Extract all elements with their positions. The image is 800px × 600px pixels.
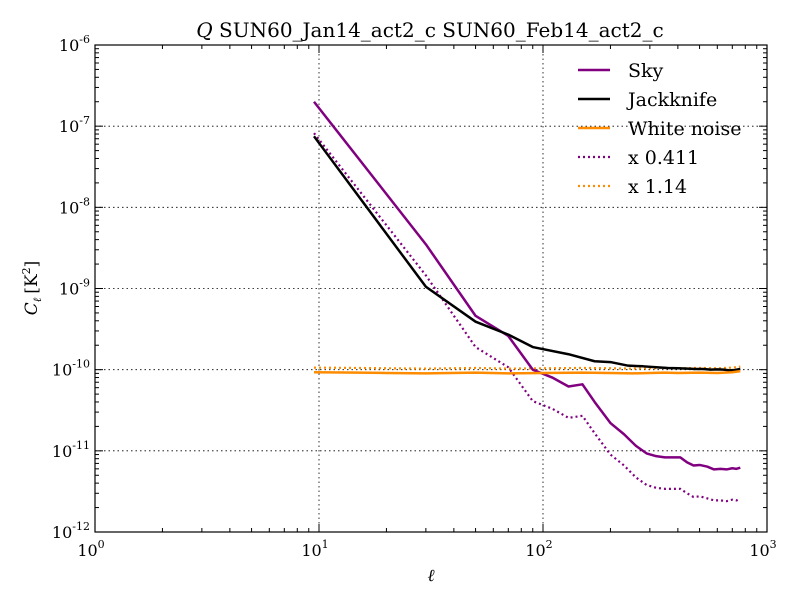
y-tick-label: 10-12 [52, 520, 90, 542]
y-axis-label: Cℓ[K2] [20, 261, 44, 316]
series-line-x-0-411 [313, 132, 741, 503]
legend-label: Jackknife [626, 89, 717, 111]
y-tick-label: 10-6 [59, 33, 90, 55]
x-tick-label: 100 [77, 538, 104, 560]
grid [95, 45, 767, 532]
x-tick-labels: 100 101 102 103 [77, 538, 776, 560]
series-layer [313, 100, 741, 503]
x-axis-label: ℓ [427, 566, 434, 586]
legend-label: Sky [628, 60, 664, 82]
x-tick-label: 101 [301, 538, 328, 560]
series-line-jackknife [313, 135, 741, 372]
y-tick-labels: 10-12 10-11 10-10 10-9 10-8 10-7 10-6 [52, 33, 90, 542]
x-tick-label: 103 [749, 538, 776, 560]
y-tick-label: 10-7 [59, 114, 90, 136]
legend-label: White noise [628, 118, 742, 140]
legend: Sky Jackknife White noise x 0.411 x 1.14 [578, 60, 742, 198]
series-line-white-noise [313, 369, 741, 375]
y-tick-label: 10-11 [52, 439, 90, 461]
y-tick-label: 10-9 [59, 277, 90, 299]
ticks [94, 44, 768, 533]
x-tick-label: 102 [525, 538, 552, 560]
chart-title: Q SUN60_Jan14_act2_c SUN60_Feb14_act2_c [196, 18, 663, 42]
legend-label: x 0.411 [628, 147, 699, 169]
y-tick-label: 10-8 [59, 195, 90, 217]
legend-label: x 1.14 [628, 176, 687, 198]
y-tick-label: 10-10 [52, 358, 90, 380]
